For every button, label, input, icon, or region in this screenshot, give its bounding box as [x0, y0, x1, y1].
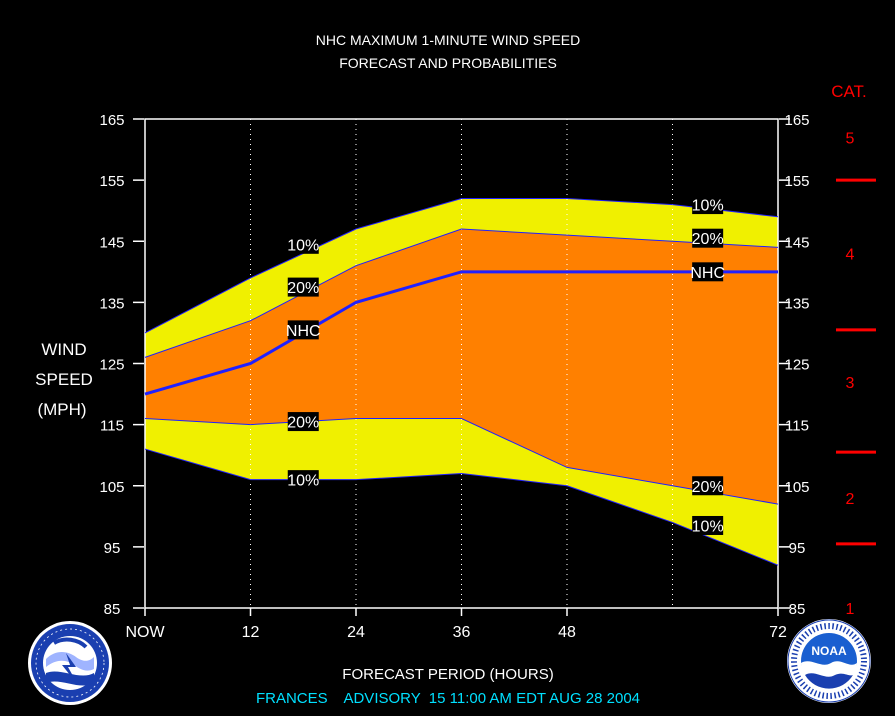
category-label-1: 1: [846, 601, 855, 618]
line-label-7: NHC: [690, 262, 725, 282]
line-label-2: NHC: [286, 320, 321, 340]
line-label-4: 10%: [287, 470, 319, 490]
category-label-3: 3: [846, 375, 855, 392]
line-label-3: 20%: [287, 412, 319, 432]
line-label-box-0: [287, 234, 319, 254]
band-20-percent: [145, 229, 778, 505]
series-lines: [144, 197, 779, 566]
line-label-text-9: 10%: [692, 518, 724, 535]
line-label-6: 20%: [692, 228, 724, 248]
x-tick-label-36: 36: [453, 624, 471, 641]
line-label-5: 10%: [692, 195, 724, 215]
y-tick-label-left-165: 165: [99, 112, 124, 129]
y-tick-label-right-85: 85: [789, 601, 806, 618]
line-label-box-8: [692, 476, 724, 496]
y-tick-label-right-125: 125: [784, 357, 809, 374]
y-tick-label-left-145: 145: [99, 234, 124, 251]
x-axis-label: FORECAST PERIOD (HOURS): [342, 666, 553, 683]
line-label-text-4: 10%: [287, 473, 319, 490]
series-line-20-percent-upper: [144, 228, 779, 358]
noaa-logo: NOAA: [787, 619, 871, 703]
line-label-text-2: NHC: [286, 323, 321, 340]
line-label-text-0: 10%: [287, 237, 319, 254]
x-axis-ticks: NOW 12 24 36 48 72: [125, 608, 787, 641]
line-label-text-8: 20%: [692, 479, 724, 496]
category-label-5: 5: [846, 130, 855, 147]
y-axis-label-2: SPEED: [35, 370, 93, 389]
x-tick-label-now: NOW: [125, 624, 165, 641]
chart-title: NHC MAXIMUM 1-MINUTE WIND SPEED: [316, 32, 580, 48]
y-tick-label-right-95: 95: [789, 540, 806, 557]
y-tick-label-left-85: 85: [104, 601, 121, 618]
y-axis-ticks: 85 85 95 95 105 105 115 115 125 125 135 135 145 145 15…: [99, 112, 809, 618]
y-tick-label-right-135: 135: [784, 295, 809, 312]
y-tick-label-right-155: 155: [784, 173, 809, 190]
x-tick-label-24: 24: [347, 624, 365, 641]
series-line-20-percent-lower: [144, 418, 779, 505]
line-label-box-7: [692, 262, 724, 282]
line-label-box-2: [287, 320, 319, 340]
line-label-text-5: 10%: [692, 198, 724, 215]
y-tick-label-right-145: 145: [784, 234, 809, 251]
y-axis-label-1: WIND: [41, 340, 86, 359]
nws-logo: [28, 621, 112, 705]
line-label-box-6: [692, 228, 724, 248]
line-label-box-4: [287, 470, 319, 490]
noaa-logo-text: NOAA: [811, 644, 847, 658]
line-label-text-1: 20%: [287, 280, 319, 297]
line-label-box-5: [692, 195, 724, 215]
category-scale: 5 4 3 2 1: [836, 130, 876, 618]
y-tick-label-right-105: 105: [784, 479, 809, 496]
line-label-box-3: [287, 412, 319, 432]
series-line-labels: 10% 20% NHC 20% 10% 10% 20% NHC 20% 10%: [286, 195, 725, 535]
series-line-10-percent-upper: [144, 197, 779, 334]
y-tick-label-left-115: 115: [100, 418, 124, 435]
line-label-1: 20%: [287, 277, 319, 297]
x-tick-label-72: 72: [769, 624, 787, 641]
y-tick-label-left-105: 105: [99, 479, 124, 496]
line-label-8: 20%: [692, 476, 724, 496]
line-label-box-1: [287, 277, 319, 297]
category-label-2: 2: [846, 491, 855, 508]
line-label-9: 10%: [692, 515, 724, 535]
x-tick-label-48: 48: [558, 624, 576, 641]
line-label-text-3: 20%: [287, 415, 319, 432]
category-scale-title: CAT.: [831, 82, 867, 101]
series-line-nhc: [144, 270, 778, 396]
category-label-4: 4: [846, 246, 855, 263]
x-tick-label-12: 12: [242, 624, 260, 641]
line-label-text-6: 20%: [692, 231, 724, 248]
series-line-10-percent-lower: [144, 448, 779, 566]
y-tick-label-right-115: 115: [785, 418, 809, 435]
y-tick-label-left-125: 125: [99, 357, 124, 374]
y-tick-label-left-95: 95: [104, 540, 121, 557]
y-tick-label-left-135: 135: [99, 295, 124, 312]
y-axis-label-3: (MPH): [37, 400, 86, 419]
advisory-footer: FRANCES ADVISORY 15 11:00 AM EDT AUG 28 …: [256, 690, 640, 707]
line-label-text-7: NHC: [690, 265, 725, 282]
chart-subtitle: FORECAST AND PROBABILITIES: [339, 55, 557, 71]
y-tick-label-right-165: 165: [784, 112, 809, 129]
line-label-box-9: [692, 515, 724, 535]
line-label-0: 10%: [287, 234, 319, 254]
y-tick-label-left-155: 155: [99, 173, 124, 190]
